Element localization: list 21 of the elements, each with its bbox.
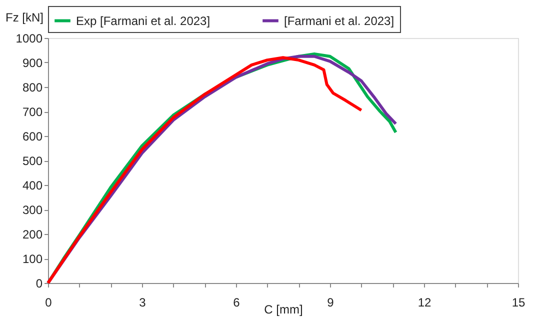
y-tick-label: 900 <box>22 56 43 70</box>
y-tick-label: 500 <box>22 154 43 168</box>
x-tick-label: 15 <box>512 296 526 310</box>
legend-label: Exp [Farmani et al. 2023] <box>76 14 210 28</box>
x-tick-label: 12 <box>418 296 432 310</box>
x-axis-title: C [mm] <box>264 302 303 316</box>
y-axis-title: Fz [kN] <box>6 10 44 24</box>
y-tick-label: 0 <box>36 276 43 290</box>
x-tick-label: 6 <box>233 296 240 310</box>
legend-label: [Farmani et al. 2023] <box>284 14 394 28</box>
x-tick-label: 9 <box>327 296 334 310</box>
y-tick-label: 200 <box>22 228 43 242</box>
y-tick-label: 800 <box>22 80 43 94</box>
y-tick-label: 1000 <box>16 32 43 46</box>
x-tick-label: 0 <box>45 296 52 310</box>
y-tick-label: 100 <box>22 252 43 266</box>
y-tick-label: 300 <box>22 203 43 217</box>
y-tick-label: 600 <box>22 130 43 144</box>
y-tick-label: 400 <box>22 178 43 192</box>
x-tick-label: 3 <box>139 296 146 310</box>
y-tick-label: 700 <box>22 105 43 119</box>
